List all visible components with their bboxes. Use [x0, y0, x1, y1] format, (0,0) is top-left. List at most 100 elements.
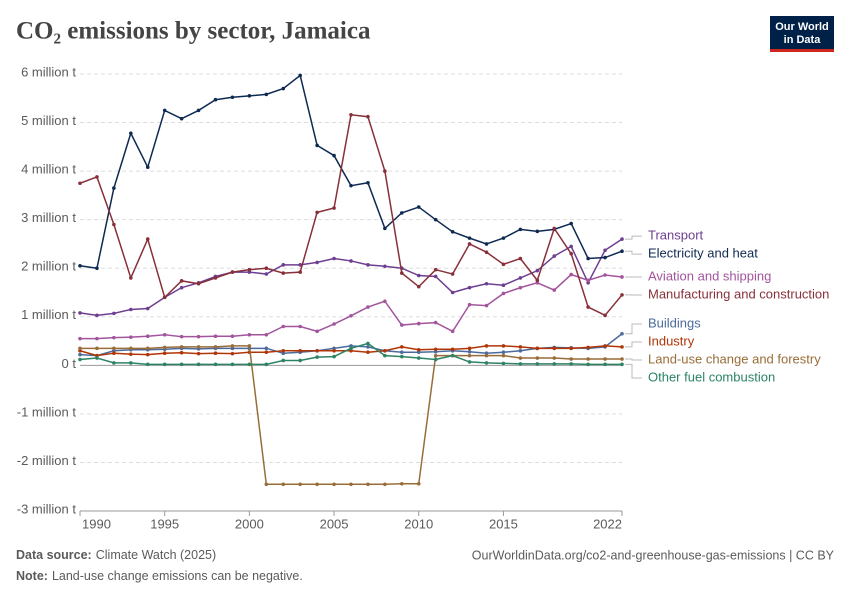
point [315, 355, 319, 359]
logo [770, 16, 834, 52]
point [383, 226, 387, 231]
point [247, 344, 252, 348]
legend-label: Aviation and shipping [648, 268, 771, 283]
point [620, 293, 624, 297]
point [196, 334, 201, 339]
y-tick-label: -3 million t [17, 501, 77, 516]
point [179, 116, 184, 121]
point [450, 353, 455, 358]
point [535, 346, 540, 351]
point [484, 242, 489, 246]
point [78, 357, 82, 362]
point [484, 281, 489, 286]
point [298, 482, 302, 487]
x-tick-label: 1995 [150, 516, 179, 531]
logo-text: in Data [784, 34, 822, 46]
point [162, 362, 167, 367]
point [400, 211, 404, 215]
point [501, 344, 506, 348]
point [145, 334, 150, 339]
series-line [79, 238, 623, 317]
point [315, 260, 319, 265]
note-label: Note: [16, 569, 48, 583]
point [433, 353, 438, 358]
point [518, 285, 523, 290]
point [349, 112, 353, 117]
x-tick-label: 2005 [320, 516, 349, 531]
point [518, 362, 523, 366]
point [145, 346, 150, 351]
point [298, 270, 302, 274]
source-label: Data source: [16, 548, 92, 562]
point [213, 276, 218, 280]
point [145, 306, 150, 311]
point [332, 206, 336, 210]
note-text: Land-use change emissions can be negativ… [52, 569, 303, 583]
point [112, 222, 116, 227]
point [535, 278, 540, 283]
point [400, 323, 404, 327]
y-tick-label: 3 million t [21, 210, 76, 225]
point [298, 348, 302, 353]
point [366, 341, 370, 346]
point [433, 267, 438, 272]
point [569, 251, 573, 256]
point [112, 186, 116, 190]
label-leader [625, 363, 642, 379]
point [433, 217, 438, 222]
point [450, 272, 455, 276]
point [247, 362, 252, 367]
point [264, 346, 269, 351]
legend-label: Transport [648, 228, 704, 243]
point [383, 353, 387, 358]
point [196, 281, 201, 286]
point [315, 482, 319, 487]
point [603, 248, 607, 253]
point [416, 284, 421, 289]
point [264, 362, 269, 367]
point [179, 334, 184, 339]
point [281, 358, 286, 363]
point [501, 353, 506, 358]
point [349, 314, 353, 318]
point [400, 271, 404, 275]
point [484, 353, 489, 358]
point [552, 288, 557, 292]
point [162, 345, 167, 350]
point [281, 324, 286, 329]
point [281, 482, 286, 487]
point [569, 346, 573, 351]
point [332, 354, 336, 359]
point [247, 267, 252, 272]
point [467, 353, 472, 358]
y-tick-label: 5 million t [21, 113, 76, 128]
point [467, 349, 472, 354]
label-leader [625, 323, 642, 335]
point [162, 332, 167, 337]
point [95, 346, 99, 351]
point [179, 279, 184, 283]
point [400, 345, 404, 349]
point [264, 266, 269, 271]
point [501, 361, 506, 366]
point [467, 346, 472, 351]
point [366, 305, 370, 309]
point [196, 362, 201, 367]
point [230, 95, 235, 100]
point [213, 345, 218, 349]
point [366, 350, 370, 355]
url: OurWorldinData.org/co2-and-greenhouse-ga… [472, 548, 835, 562]
point [518, 256, 523, 261]
point [95, 356, 99, 360]
point [620, 357, 624, 361]
x-tick-label: 2015 [489, 516, 518, 531]
point [112, 311, 116, 316]
legend-label: Land-use change and forestry [648, 351, 821, 366]
point [112, 351, 116, 355]
point [416, 273, 421, 278]
x-tick-label: 1990 [82, 516, 111, 531]
point [484, 361, 489, 365]
point [620, 345, 624, 349]
point [467, 242, 472, 246]
